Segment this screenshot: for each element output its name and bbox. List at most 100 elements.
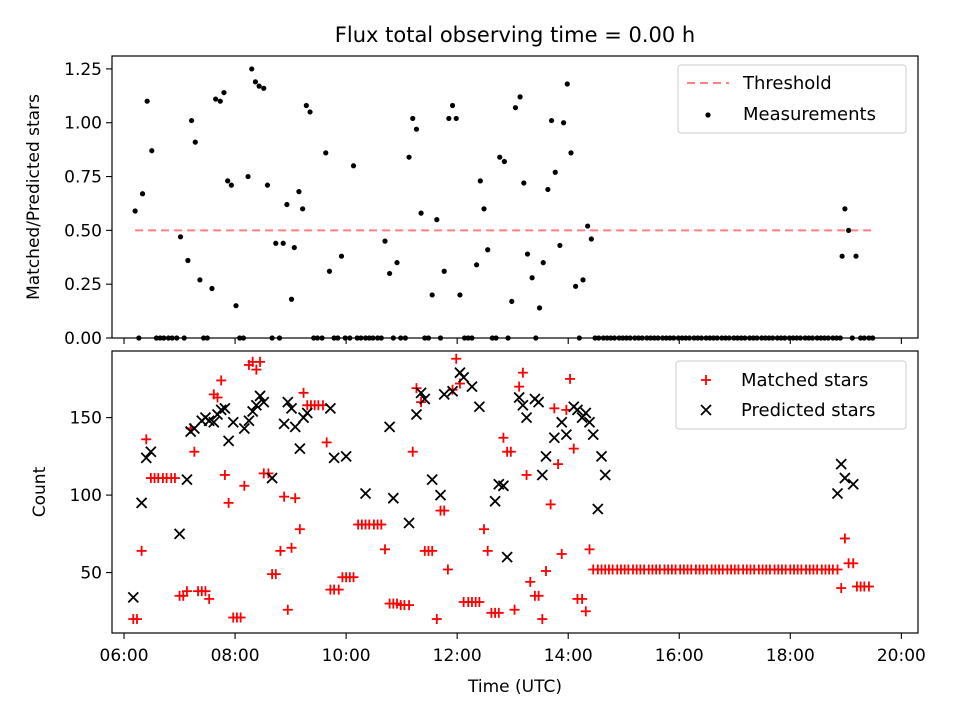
matched-star-point bbox=[239, 480, 250, 491]
matched-star-point bbox=[565, 373, 576, 384]
bottom-y-tick-label: 50 bbox=[80, 564, 102, 584]
matched-star-point bbox=[514, 381, 525, 392]
predicted-star-point bbox=[831, 487, 844, 500]
legend-threshold-label: Threshold bbox=[742, 73, 832, 94]
matched-star-point bbox=[216, 375, 227, 386]
top-y-tick-label: 0.00 bbox=[64, 329, 102, 349]
legend-matched-label: Matched stars bbox=[741, 370, 868, 391]
measurement-point bbox=[485, 247, 491, 253]
measurement-point bbox=[252, 79, 259, 85]
predicted-star-point bbox=[387, 492, 399, 504]
measurement-point bbox=[225, 178, 231, 184]
measurement-point bbox=[139, 191, 146, 197]
measurement-point bbox=[560, 120, 567, 126]
matched-star-point bbox=[407, 446, 418, 457]
top-marks bbox=[132, 66, 876, 341]
matched-star-point bbox=[275, 545, 286, 556]
matched-star-point bbox=[219, 469, 230, 480]
measurement-point bbox=[350, 163, 357, 169]
predicted-star-point bbox=[595, 450, 608, 462]
measurement-point bbox=[524, 251, 531, 257]
predicted-star-point bbox=[434, 489, 447, 501]
predicted-star-point bbox=[835, 458, 847, 470]
predicted-star-point bbox=[446, 385, 459, 397]
predicted-star-point bbox=[173, 528, 186, 540]
predicted-star-point bbox=[847, 478, 859, 490]
predicted-star-point bbox=[215, 404, 227, 416]
measurement-point bbox=[413, 126, 420, 132]
measurement-point bbox=[512, 105, 519, 111]
matched-star-point bbox=[521, 469, 532, 480]
matched-star-point bbox=[431, 614, 442, 625]
bottom-y-ticks: 50 100 150 bbox=[70, 409, 112, 584]
matched-star-point bbox=[525, 576, 536, 587]
matched-star-point bbox=[498, 432, 509, 443]
bottom-y-axis-label: Count bbox=[30, 466, 50, 517]
matched-star-point bbox=[279, 491, 290, 502]
measurement-point bbox=[473, 262, 480, 268]
x-tick-label: 16:00 bbox=[655, 646, 704, 666]
measurement-point bbox=[853, 253, 859, 259]
measurement-point bbox=[477, 178, 483, 184]
predicted-star-point bbox=[289, 421, 301, 433]
predicted-star-point bbox=[473, 401, 486, 413]
measurement-point bbox=[326, 268, 333, 274]
predicted-star-point bbox=[489, 495, 501, 507]
predicted-star-point bbox=[587, 429, 599, 441]
measurement-point bbox=[264, 182, 271, 188]
measurement-point bbox=[394, 260, 400, 266]
matched-star-point bbox=[549, 403, 560, 414]
matched-star-point bbox=[376, 519, 387, 530]
predicted-star-point bbox=[501, 551, 513, 563]
predicted-star-point bbox=[135, 497, 148, 509]
x-tick-label: 10:00 bbox=[322, 646, 371, 666]
measurement-point bbox=[245, 173, 251, 180]
top-y-tick-label: 1.00 bbox=[64, 114, 102, 134]
predicted-star-point bbox=[278, 418, 290, 430]
predicted-star-point bbox=[258, 396, 270, 408]
predicted-star-point bbox=[560, 429, 572, 441]
x-tick-label: 12:00 bbox=[433, 646, 482, 666]
matched-star-point bbox=[537, 614, 548, 625]
predicted-star-point bbox=[227, 416, 239, 428]
top-legend-box bbox=[677, 64, 907, 134]
x-tick-label: 06:00 bbox=[100, 646, 149, 666]
matched-star-point bbox=[505, 446, 516, 457]
predicted-star-point bbox=[145, 446, 157, 458]
matched-star-point bbox=[568, 443, 579, 454]
bottom-x-ticks: 06:00 08:00 10:00 12:00 14:00 16:00 18:00 20:00 bbox=[100, 633, 926, 666]
measurement-point bbox=[132, 208, 138, 214]
predicted-star-point bbox=[238, 422, 250, 435]
predicted-star-point bbox=[294, 442, 306, 455]
top-y-tick-label: 0.25 bbox=[64, 275, 102, 295]
measurement-point bbox=[509, 298, 515, 305]
matched-star-point bbox=[204, 593, 215, 604]
matched-star-point bbox=[533, 590, 544, 601]
bottom-y-tick-label: 100 bbox=[70, 486, 102, 506]
bottom-axes-frame bbox=[111, 350, 919, 634]
predicted-star-point bbox=[181, 473, 193, 486]
matched-star-point bbox=[479, 524, 489, 535]
top-y-tick-label: 0.75 bbox=[64, 168, 102, 188]
x-tick-label: 14:00 bbox=[544, 646, 593, 666]
measurement-point bbox=[548, 117, 555, 124]
measurement-point bbox=[300, 206, 306, 212]
measurement-point bbox=[564, 81, 570, 87]
x-tick-label: 20:00 bbox=[877, 646, 926, 666]
measurement-point bbox=[256, 83, 262, 89]
bottom-legend-box bbox=[675, 360, 907, 430]
predicted-star-point bbox=[219, 402, 231, 414]
predicted-star-point bbox=[410, 408, 423, 421]
x-tick-label: 18:00 bbox=[766, 646, 815, 666]
matched-star-point bbox=[836, 583, 847, 594]
legend-matched-swatch bbox=[701, 375, 711, 385]
measurement-point bbox=[188, 117, 195, 124]
predicted-star-point bbox=[324, 402, 337, 414]
legend-predicted-marker bbox=[700, 404, 712, 416]
predicted-star-point bbox=[438, 388, 450, 401]
predicted-star-point bbox=[266, 472, 278, 484]
measurement-point bbox=[387, 270, 393, 277]
top-legend: Threshold Measurements bbox=[677, 64, 907, 134]
measurement-point bbox=[501, 158, 507, 165]
